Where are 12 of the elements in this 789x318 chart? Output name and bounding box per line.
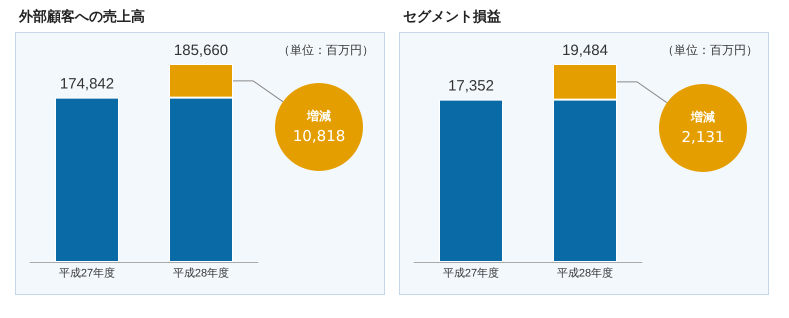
annotation: 185,660 xyxy=(174,42,228,59)
text: （単位：百万円） xyxy=(278,43,374,57)
text: （単位：百万円） xyxy=(662,43,758,57)
chart-title: セグメント損益 xyxy=(403,8,501,24)
annotation: 19,484 xyxy=(562,42,608,59)
x-tick-label: 平成27年度 xyxy=(442,266,500,280)
chart-title: 外部顧客への売上高 xyxy=(18,8,145,24)
annotation: 174,842 xyxy=(60,76,114,93)
x-tick-label: 平成28年度 xyxy=(172,266,230,280)
x-tick-label: 平成27年度 xyxy=(58,266,116,280)
annotation: 17,352 xyxy=(448,78,494,95)
x-tick-label: 平成28年度 xyxy=(556,266,614,280)
